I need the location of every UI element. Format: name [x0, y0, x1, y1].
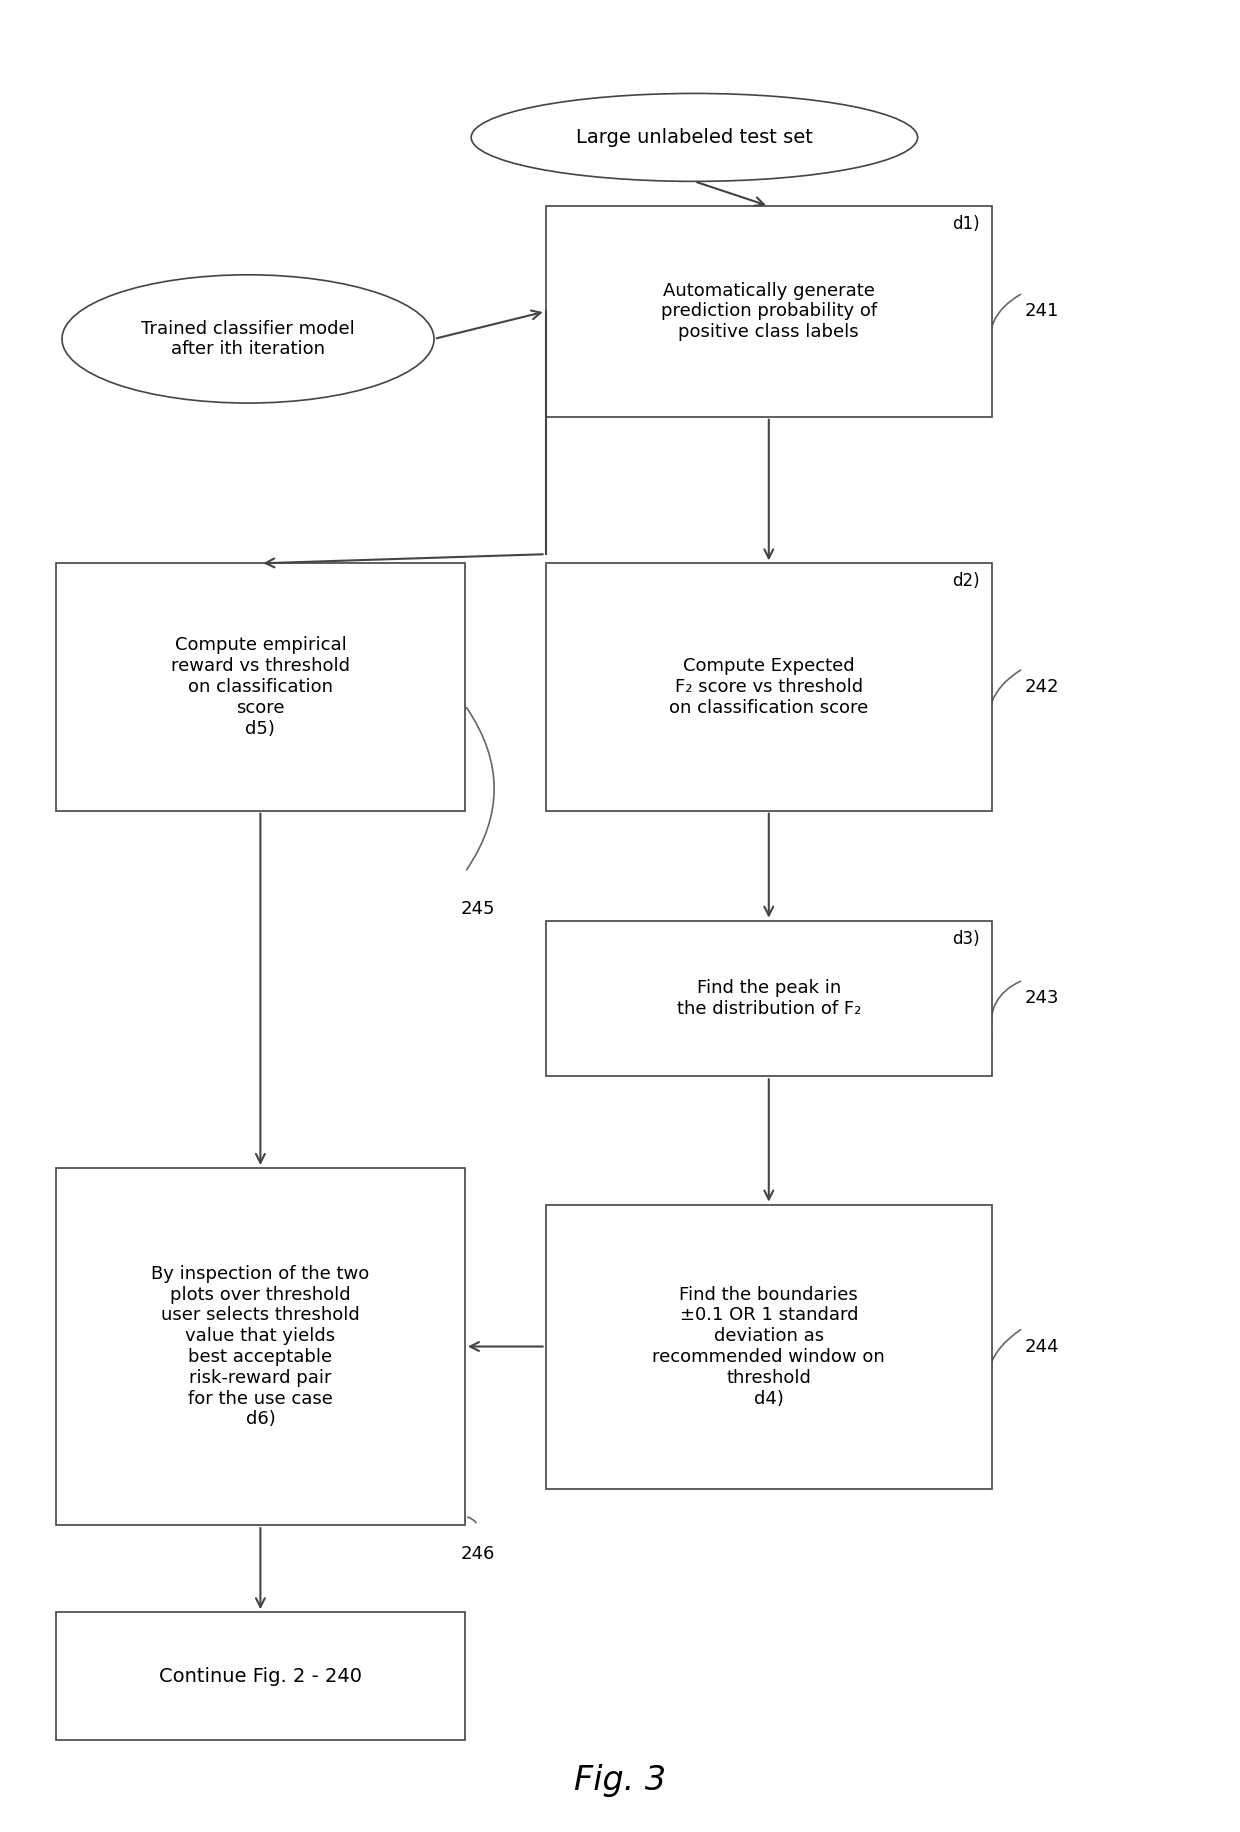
Text: 244: 244	[1024, 1337, 1059, 1356]
Text: Automatically generate
prediction probability of
positive class labels: Automatically generate prediction probab…	[661, 282, 877, 341]
Text: 241: 241	[1024, 302, 1059, 321]
FancyBboxPatch shape	[546, 920, 992, 1077]
FancyBboxPatch shape	[56, 564, 465, 810]
Text: d2): d2)	[952, 572, 980, 590]
Text: Large unlabeled test set: Large unlabeled test set	[575, 128, 813, 147]
Text: Fig. 3: Fig. 3	[574, 1764, 666, 1797]
Text: d3): d3)	[952, 931, 980, 947]
Text: Find the peak in
the distribution of F₂: Find the peak in the distribution of F₂	[677, 978, 861, 1019]
Text: Compute empirical
reward vs threshold
on classification
score
d5): Compute empirical reward vs threshold on…	[171, 636, 350, 738]
Text: 242: 242	[1024, 678, 1059, 696]
Ellipse shape	[471, 93, 918, 181]
FancyBboxPatch shape	[56, 1612, 465, 1740]
Ellipse shape	[62, 275, 434, 403]
FancyBboxPatch shape	[546, 564, 992, 810]
Text: 246: 246	[460, 1544, 495, 1563]
Text: Compute Expected
F₂ score vs threshold
on classification score: Compute Expected F₂ score vs threshold o…	[670, 658, 868, 716]
Text: Trained classifier model
after ith iteration: Trained classifier model after ith itera…	[141, 319, 355, 359]
Text: 245: 245	[460, 900, 495, 918]
Text: Find the boundaries
±0.1 OR 1 standard
deviation as
recommended window on
thresh: Find the boundaries ±0.1 OR 1 standard d…	[652, 1286, 885, 1407]
FancyBboxPatch shape	[546, 207, 992, 418]
Text: d1): d1)	[952, 216, 980, 233]
Text: Continue Fig. 2 - 240: Continue Fig. 2 - 240	[159, 1667, 362, 1685]
FancyBboxPatch shape	[56, 1169, 465, 1524]
Text: By inspection of the two
plots over threshold
user selects threshold
value that : By inspection of the two plots over thre…	[151, 1264, 370, 1429]
FancyBboxPatch shape	[546, 1205, 992, 1488]
Text: 243: 243	[1024, 989, 1059, 1008]
